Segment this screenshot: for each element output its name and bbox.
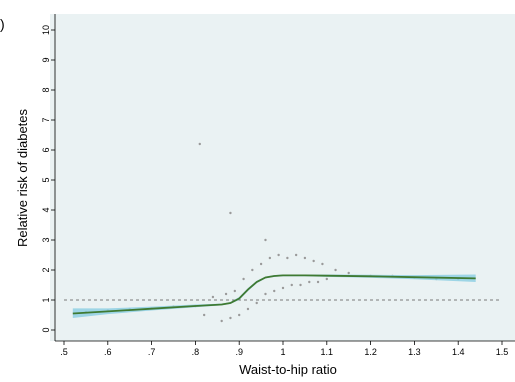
scatter-point	[224, 292, 228, 296]
scatter-point	[255, 301, 258, 305]
scatter-point	[290, 283, 293, 287]
x-tick-label: 1.2	[364, 347, 377, 357]
scatter-point	[198, 142, 201, 146]
scatter-point	[211, 295, 215, 299]
y-tick-label: 4	[41, 207, 51, 212]
panel-label: )	[0, 16, 5, 32]
scatter-point	[229, 316, 232, 320]
scatter-point	[233, 289, 237, 293]
scatter-point	[316, 280, 320, 284]
scatter-point	[238, 313, 241, 317]
y-tick-label: 0	[41, 327, 51, 332]
scatter-point	[299, 283, 302, 287]
x-tick-label: 1.1	[321, 347, 334, 357]
scatter-point	[321, 262, 324, 266]
y-axis-title: Relative risk of diabetes	[15, 108, 30, 247]
x-axis-title: Waist-to-hip ratio	[239, 362, 337, 377]
x-tick-label: .7	[148, 347, 156, 357]
x-tick-label: 1.3	[408, 347, 421, 357]
x-tick-label: 1	[280, 347, 285, 357]
scatter-point	[347, 271, 350, 275]
scatter-point	[273, 289, 276, 293]
y-tick-label: 3	[41, 237, 51, 242]
x-tick-label: .6	[104, 347, 112, 357]
scatter-point	[303, 256, 307, 260]
y-tick-label: 8	[41, 87, 51, 92]
scatter-point	[281, 286, 285, 290]
scatter-point	[259, 262, 263, 266]
scatter-point	[251, 268, 254, 272]
scatter-point	[202, 313, 206, 317]
scatter-point	[268, 256, 272, 260]
x-tick-label: 1.5	[496, 347, 509, 357]
x-tick-label: .9	[235, 347, 243, 357]
y-tick-label: 10	[41, 25, 51, 35]
scatter-point	[264, 238, 267, 242]
y-ticks: 0 1 2 3 4 5 6 7 8 9 10	[41, 25, 55, 333]
y-tick-label: 6	[41, 147, 51, 152]
y-tick-label: 2	[41, 267, 51, 272]
scatter-points	[84, 142, 460, 323]
y-tick-label: 9	[41, 57, 51, 62]
x-tick-label: .5	[60, 347, 68, 357]
scatter-point	[325, 277, 328, 281]
scatter-point	[312, 259, 315, 263]
scatter-point	[264, 292, 267, 296]
plot-area	[50, 14, 515, 341]
scatter-point	[334, 268, 337, 272]
x-tick-label: .8	[192, 347, 200, 357]
scatter-point	[220, 319, 223, 323]
scatter-point	[294, 253, 298, 257]
x-tick-label: 1.4	[452, 347, 465, 357]
x-ticks: .5 .6 .7 .8 .9 1 1.1 1.2 1.3 1.4 1.5	[60, 341, 508, 357]
y-tick-label: 5	[41, 177, 51, 182]
scatter-point	[277, 253, 280, 257]
scatter-point	[286, 256, 289, 260]
scatter-point	[242, 277, 245, 281]
y-tick-label: 1	[41, 297, 51, 302]
scatter-point	[246, 307, 250, 311]
scatter-point	[229, 211, 232, 215]
series-line	[72, 274, 476, 315]
scatter-point	[308, 280, 311, 284]
y-tick-label: 7	[41, 117, 51, 122]
